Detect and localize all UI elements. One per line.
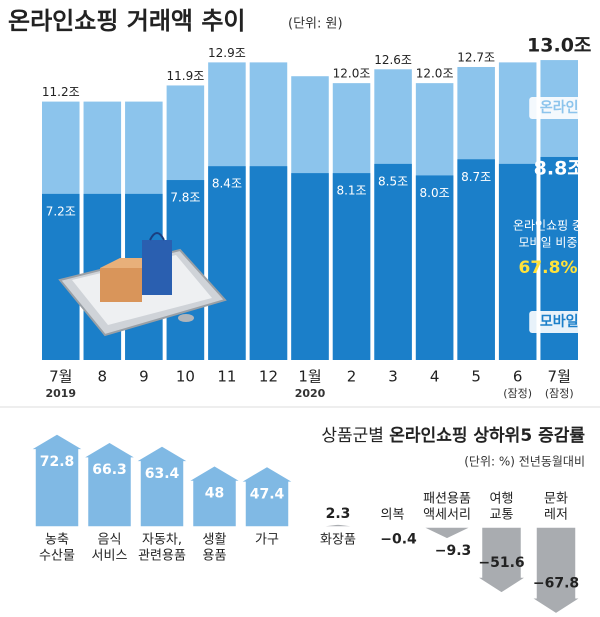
category-label: 서비스 <box>92 548 128 563</box>
value-label: 12.0조 <box>333 67 371 81</box>
x-sublabel: 2020 <box>295 387 326 400</box>
value-label: 48 <box>205 486 224 502</box>
arrow-bar <box>237 465 297 528</box>
x-tick-label: 2 <box>347 368 357 386</box>
x-sublabel: 2019 <box>45 387 76 400</box>
category-label: 문화 <box>544 491 568 506</box>
value-label: 72.8 <box>40 454 75 470</box>
arrow-bar <box>473 526 530 594</box>
bar <box>332 173 371 360</box>
value-label: −0.4 <box>380 531 417 547</box>
arrow-bar <box>132 444 192 528</box>
x-tick-label: 10 <box>176 368 195 386</box>
x-sublabel: (잠정) <box>545 387 574 400</box>
category-label: 교통 <box>490 507 514 522</box>
value-label: 12.7조 <box>457 50 495 64</box>
value-label: −51.6 <box>478 555 524 571</box>
title-main: 온라인쇼핑 상하위5 증감률 <box>389 426 585 446</box>
category-label: 농축 <box>45 532 69 547</box>
legend-box <box>529 97 590 119</box>
category-label: 생활 <box>203 532 227 547</box>
x-sublabel: (잠정) <box>503 387 532 400</box>
category-label: 액세서리 <box>423 507 471 522</box>
value-label: 2.3 <box>326 506 351 522</box>
value-label: 7.2조 <box>46 204 76 218</box>
category-label: 패션용품 <box>423 491 471 506</box>
callout-text: 모바일 비중 <box>518 236 577 250</box>
x-tick-label: 7월 <box>548 368 571 386</box>
category-label: 화장품 <box>320 532 356 547</box>
value-label: 47.4 <box>250 486 285 502</box>
x-tick-label: 8 <box>98 368 108 386</box>
arrow-bar <box>312 523 364 528</box>
category-label: 음식 <box>98 532 122 547</box>
value-label: 8.5조 <box>378 174 408 188</box>
x-tick-label: 7월 <box>49 368 72 386</box>
arrow-bar <box>184 464 245 528</box>
category-label: 관련용품 <box>138 548 186 563</box>
value-label: 13.0조 <box>527 35 591 57</box>
plot-area: 11.2조11.9조12.9조12.0조12.6조12.0조12.7조13.0조… <box>42 35 592 400</box>
category-label: 가구 <box>255 532 279 547</box>
bar <box>374 163 412 360</box>
category-label: 수산물 <box>39 548 75 563</box>
x-tick-label: 6 <box>513 368 523 386</box>
bar <box>291 173 329 360</box>
x-tick-label: 9 <box>139 368 149 386</box>
value-label: 8.7조 <box>461 170 491 184</box>
value-label: 8.8조 <box>534 157 585 179</box>
value-label: 11.2조 <box>42 85 80 99</box>
category-label: 의복 <box>381 507 405 522</box>
x-tick-label: 12 <box>259 368 278 386</box>
category-label: 여행 <box>490 490 514 506</box>
legend-label: 모바일 <box>540 314 579 330</box>
chart-subtitle: (단위: %) 전년동월대비 <box>464 455 585 469</box>
chart-subtitle: (단위: 원) <box>288 17 343 32</box>
value-label: 8.1조 <box>336 184 366 198</box>
bar <box>457 159 495 360</box>
value-label: −9.3 <box>435 543 472 559</box>
x-tick-label: 4 <box>430 368 440 386</box>
value-label: 12.0조 <box>416 67 454 81</box>
callout-text: 온라인쇼핑 중 <box>513 219 583 233</box>
value-label: 7.8조 <box>170 191 200 205</box>
phone-illustration <box>58 232 227 337</box>
arrow-bar <box>528 526 584 615</box>
arrow-bar <box>367 526 418 529</box>
value-label: −67.8 <box>533 576 579 592</box>
category-label: 용품 <box>203 548 227 563</box>
legend-label: 온라인 <box>540 99 579 116</box>
legend-box <box>529 311 590 333</box>
value-label: 8.4조 <box>212 177 242 191</box>
x-tick-label: 1월 <box>298 368 321 386</box>
category-label: 레저 <box>544 507 568 522</box>
bar <box>249 166 288 360</box>
chart-title: 상품군별 온라인쇼핑 상하위5 증감률 <box>321 426 585 446</box>
x-tick-label: 5 <box>471 368 481 386</box>
x-tick-label: 3 <box>388 368 398 386</box>
value-label: 8.0조 <box>420 186 450 200</box>
arrow-bar <box>27 432 87 528</box>
chart-title: 온라인쇼핑 거래액 추이 <box>8 7 246 35</box>
title-prefix: 상품군별 <box>321 426 384 446</box>
value-label: 11.9조 <box>167 69 205 83</box>
bar <box>415 175 454 360</box>
value-label: 66.3 <box>92 462 127 478</box>
category-label: 자동차, <box>142 532 182 547</box>
value-label: 12.6조 <box>374 53 412 67</box>
x-tick-label: 11 <box>217 368 236 386</box>
value-label: 12.9조 <box>208 46 246 60</box>
bar <box>208 166 246 360</box>
arrow-bar <box>79 441 140 528</box>
arrow-bar <box>421 526 473 540</box>
callout-value: 67.8% <box>519 258 578 278</box>
value-label: 63.4 <box>145 466 180 482</box>
